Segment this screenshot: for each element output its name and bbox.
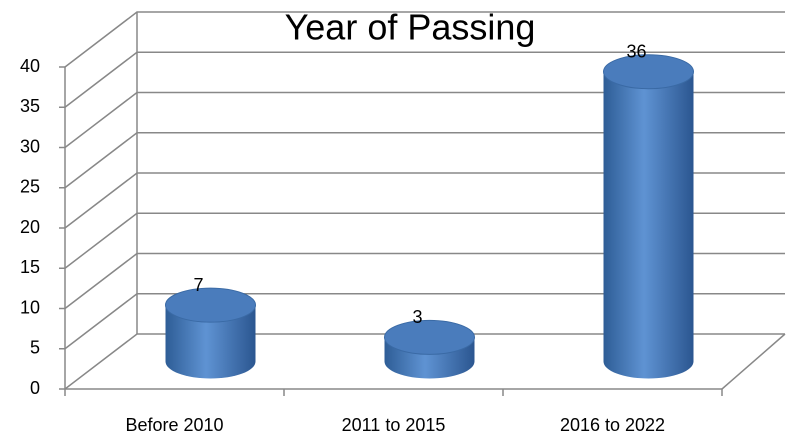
value-label: 36 <box>626 41 646 61</box>
floor-edge <box>721 333 786 390</box>
chart-title: Year of Passing <box>285 7 536 48</box>
grid-line <box>64 11 785 68</box>
y-tick-label: 35 <box>20 96 40 116</box>
bar-top <box>603 54 694 90</box>
grid-line <box>64 51 785 108</box>
x-tick-label: Before 2010 <box>125 415 223 435</box>
bar-top <box>384 319 475 355</box>
y-tick-label: 25 <box>20 177 40 197</box>
x-tick-label: 2011 to 2015 <box>342 415 446 435</box>
grid-line <box>64 172 785 229</box>
value-label: 3 <box>412 307 422 327</box>
y-tick-label: 5 <box>30 338 40 358</box>
grid-line <box>64 132 785 189</box>
bar-top <box>165 287 256 323</box>
y-tick-label: 15 <box>20 257 40 277</box>
y-tick-label: 0 <box>30 378 40 398</box>
grid-line <box>64 212 785 269</box>
y-tick-label: 40 <box>20 56 40 76</box>
y-tick-label: 30 <box>20 136 40 156</box>
bar <box>603 71 694 379</box>
grid-line <box>64 333 785 390</box>
grid-line <box>64 91 785 149</box>
grid-line <box>64 252 785 310</box>
grid-line <box>64 293 785 350</box>
y-tick-label: 10 <box>20 297 40 317</box>
x-tick-label: 2016 to 2022 <box>560 415 665 435</box>
bar <box>165 305 256 379</box>
value-label: 7 <box>193 275 203 295</box>
y-tick-label: 20 <box>20 217 40 237</box>
